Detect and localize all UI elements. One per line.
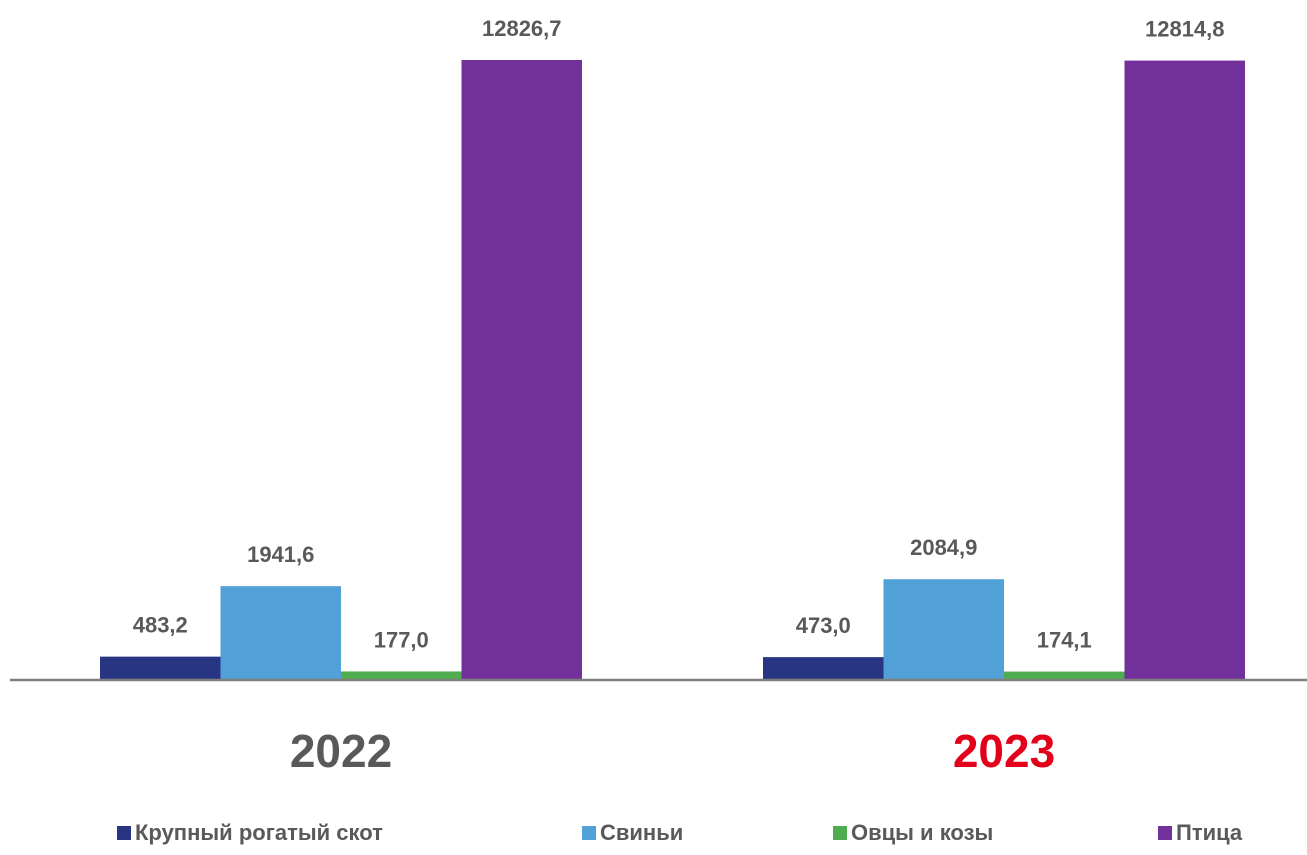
bar xyxy=(461,60,582,680)
bar xyxy=(341,671,462,680)
bar xyxy=(220,586,341,680)
x-tick-label: 2023 xyxy=(953,725,1055,777)
data-label: 473,0 xyxy=(796,613,851,638)
data-label: 12826,7 xyxy=(482,16,562,41)
data-label: 483,2 xyxy=(133,612,188,637)
bar xyxy=(1124,60,1245,681)
legend-swatch xyxy=(833,826,847,840)
data-label: 177,0 xyxy=(374,627,429,652)
legend-swatch xyxy=(117,826,131,840)
data-label: 1941,6 xyxy=(247,542,314,567)
data-label: 12814,8 xyxy=(1145,16,1225,41)
legend-label: Овцы и козы xyxy=(851,820,993,845)
bar xyxy=(100,656,221,680)
legend-label: Птица xyxy=(1176,820,1243,845)
legend-label: Свиньи xyxy=(600,820,683,845)
legend-label: Крупный рогатый скот xyxy=(135,820,383,845)
data-label: 174,1 xyxy=(1037,627,1092,652)
legend-swatch xyxy=(1158,826,1172,840)
x-tick-label: 2022 xyxy=(290,725,392,777)
legend-swatch xyxy=(582,826,596,840)
bar xyxy=(1004,671,1125,680)
bar xyxy=(763,657,884,680)
data-label: 2084,9 xyxy=(910,535,977,560)
bar xyxy=(883,579,1004,680)
